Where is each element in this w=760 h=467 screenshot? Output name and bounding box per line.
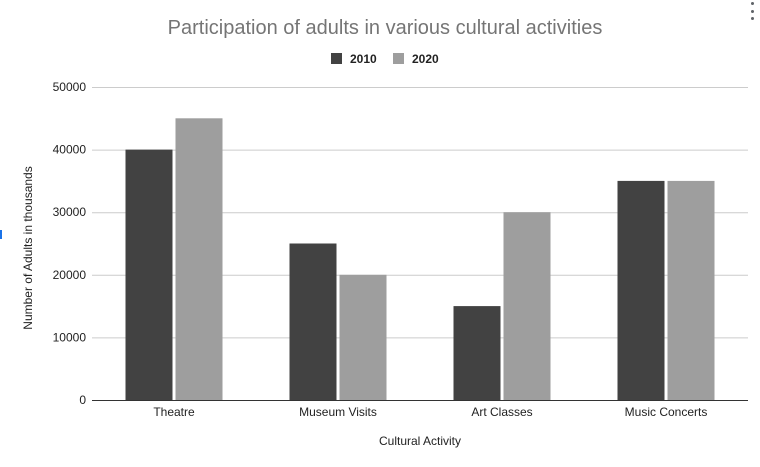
y-tick-label: 50000 bbox=[53, 80, 87, 94]
y-axis-label: Number of Adults in thousands bbox=[21, 166, 35, 329]
x-axis-ticks: Theatre Museum Visits Art Classes Music Con… bbox=[153, 405, 707, 419]
menu-dot bbox=[750, 17, 754, 20]
x-axis-label: Cultural Activity bbox=[379, 434, 461, 448]
y-tick-label: 10000 bbox=[53, 330, 87, 344]
bar-2020[interactable] bbox=[667, 180, 715, 400]
bar-2020[interactable] bbox=[339, 274, 387, 400]
legend-label-2010: 2010 bbox=[350, 52, 377, 66]
y-tick-label: 0 bbox=[79, 393, 86, 407]
legend-swatch-2020 bbox=[393, 53, 404, 64]
x-tick-label: Art Classes bbox=[471, 405, 532, 419]
y-axis-ticks: 0 10000 20000 30000 40000 50000 bbox=[53, 80, 87, 407]
bars bbox=[125, 118, 715, 401]
chart-legend: 2010 2020 bbox=[331, 52, 439, 66]
legend-label-2020: 2020 bbox=[412, 52, 439, 66]
legend-swatch-2010 bbox=[331, 53, 342, 64]
bar-2010[interactable] bbox=[453, 306, 501, 400]
x-tick-label: Museum Visits bbox=[299, 405, 377, 419]
selection-marker bbox=[0, 230, 2, 239]
bar-2020[interactable] bbox=[175, 118, 223, 401]
menu-dot bbox=[750, 9, 754, 13]
bar-2010[interactable] bbox=[289, 243, 337, 401]
bar-2010[interactable] bbox=[617, 180, 665, 400]
x-tick-label: Theatre bbox=[153, 405, 195, 419]
y-tick-label: 20000 bbox=[53, 268, 87, 282]
bar-2010[interactable] bbox=[125, 149, 173, 400]
bar-2020[interactable] bbox=[503, 212, 551, 400]
menu-dot bbox=[750, 2, 754, 5]
chart-title: Participation of adults in various cultu… bbox=[168, 17, 603, 39]
more-options-icon[interactable] bbox=[746, 2, 758, 20]
y-tick-label: 40000 bbox=[53, 143, 87, 157]
x-tick-label: Music Concerts bbox=[625, 405, 708, 419]
y-tick-label: 30000 bbox=[53, 205, 87, 219]
